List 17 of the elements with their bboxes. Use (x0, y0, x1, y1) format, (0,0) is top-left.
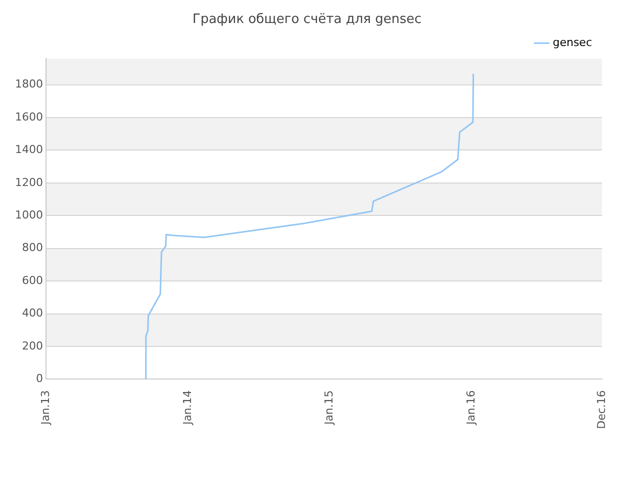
y-tick-label: 600 (22, 274, 43, 287)
y-tick-label: 0 (36, 372, 43, 386)
x-tick-label: Jan.15 (322, 390, 336, 426)
x-tick-label: Jan.16 (464, 390, 478, 426)
legend-label: gensec (552, 36, 592, 49)
x-tick-label: Jan.14 (180, 390, 194, 426)
y-tick-label: 1200 (14, 176, 43, 189)
y-tick-label: 1800 (14, 78, 43, 91)
y-tick-label: 800 (22, 241, 43, 254)
y-tick-label: 1400 (14, 143, 43, 156)
y-tick-label: 1000 (14, 208, 43, 222)
y-tick-label: 200 (22, 339, 43, 352)
y-tick-label: 1600 (14, 110, 43, 124)
x-tick-label: Dec.16 (594, 390, 608, 429)
x-tick-label: Jan.13 (38, 390, 52, 426)
y-tick-label: 400 (22, 306, 43, 320)
chart-title: График общего счёта для gensec (192, 12, 422, 28)
